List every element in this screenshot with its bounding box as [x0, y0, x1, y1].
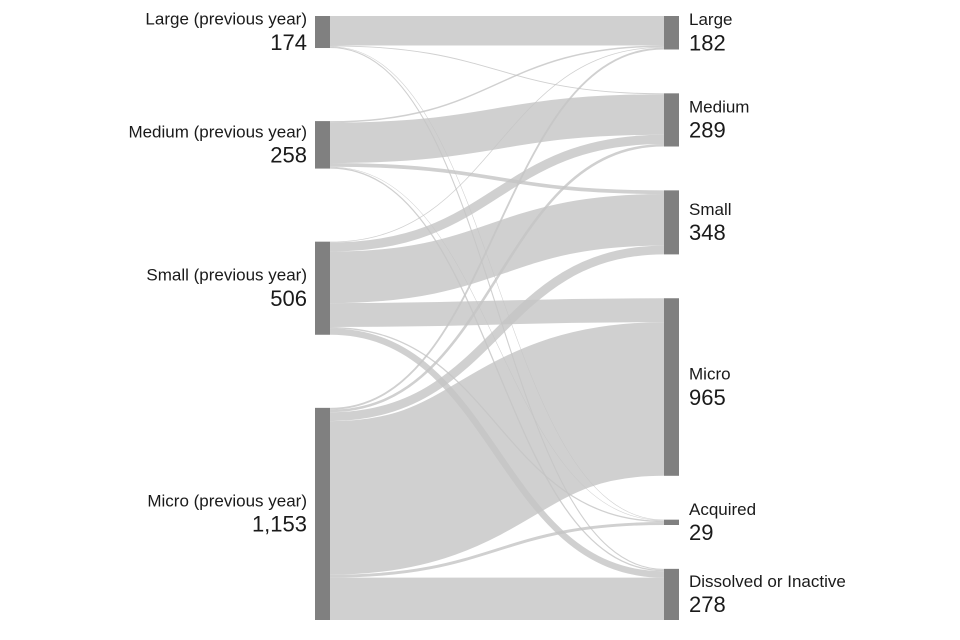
target-value: 182 — [689, 31, 726, 56]
flow-link — [329, 194, 665, 304]
target-label: Medium — [689, 97, 749, 116]
target-node — [664, 16, 679, 50]
target-label: Dissolved or Inactive — [689, 572, 846, 591]
target-node — [664, 93, 679, 147]
source-label: Medium (previous year) — [128, 122, 307, 141]
flow-link — [329, 47, 665, 410]
source-node — [315, 121, 330, 169]
source-label: Micro (previous year) — [147, 491, 307, 510]
source-node — [315, 407, 330, 620]
source-label: Large (previous year) — [145, 9, 307, 28]
target-value: 965 — [689, 385, 726, 410]
nodes: Large (previous year) 174 Medium (previous… — [128, 9, 846, 620]
source-node — [315, 241, 330, 335]
target-label: Acquired — [689, 500, 756, 519]
target-value: 289 — [689, 118, 726, 143]
target-value: 278 — [689, 592, 726, 617]
source-value: 174 — [270, 30, 307, 55]
target-node — [664, 568, 679, 620]
target-node — [664, 190, 679, 255]
flow-link — [329, 134, 665, 252]
target-label: Large — [689, 10, 732, 29]
flow-link — [328, 322, 666, 575]
flow-link — [329, 245, 665, 422]
flow-link — [329, 46, 665, 521]
target-node — [664, 519, 679, 525]
links — [328, 15, 666, 621]
flow-link — [329, 166, 665, 521]
target-label: Micro — [689, 365, 731, 384]
flow-link — [329, 522, 665, 578]
target-value: 29 — [689, 520, 713, 545]
flow-link — [329, 94, 665, 164]
flow-link — [329, 45, 665, 123]
flow-link — [329, 46, 665, 243]
flow-link — [329, 298, 665, 328]
source-node — [315, 16, 330, 49]
flow-link — [329, 45, 665, 95]
flow-link — [329, 143, 665, 413]
source-value: 506 — [270, 286, 307, 311]
flow-link — [329, 163, 665, 195]
target-node — [664, 298, 679, 476]
source-label: Small (previous year) — [146, 266, 307, 285]
target-label: Small — [689, 200, 732, 219]
source-value: 258 — [270, 143, 307, 168]
target-value: 348 — [689, 220, 726, 245]
source-value: 1,153 — [252, 512, 307, 537]
